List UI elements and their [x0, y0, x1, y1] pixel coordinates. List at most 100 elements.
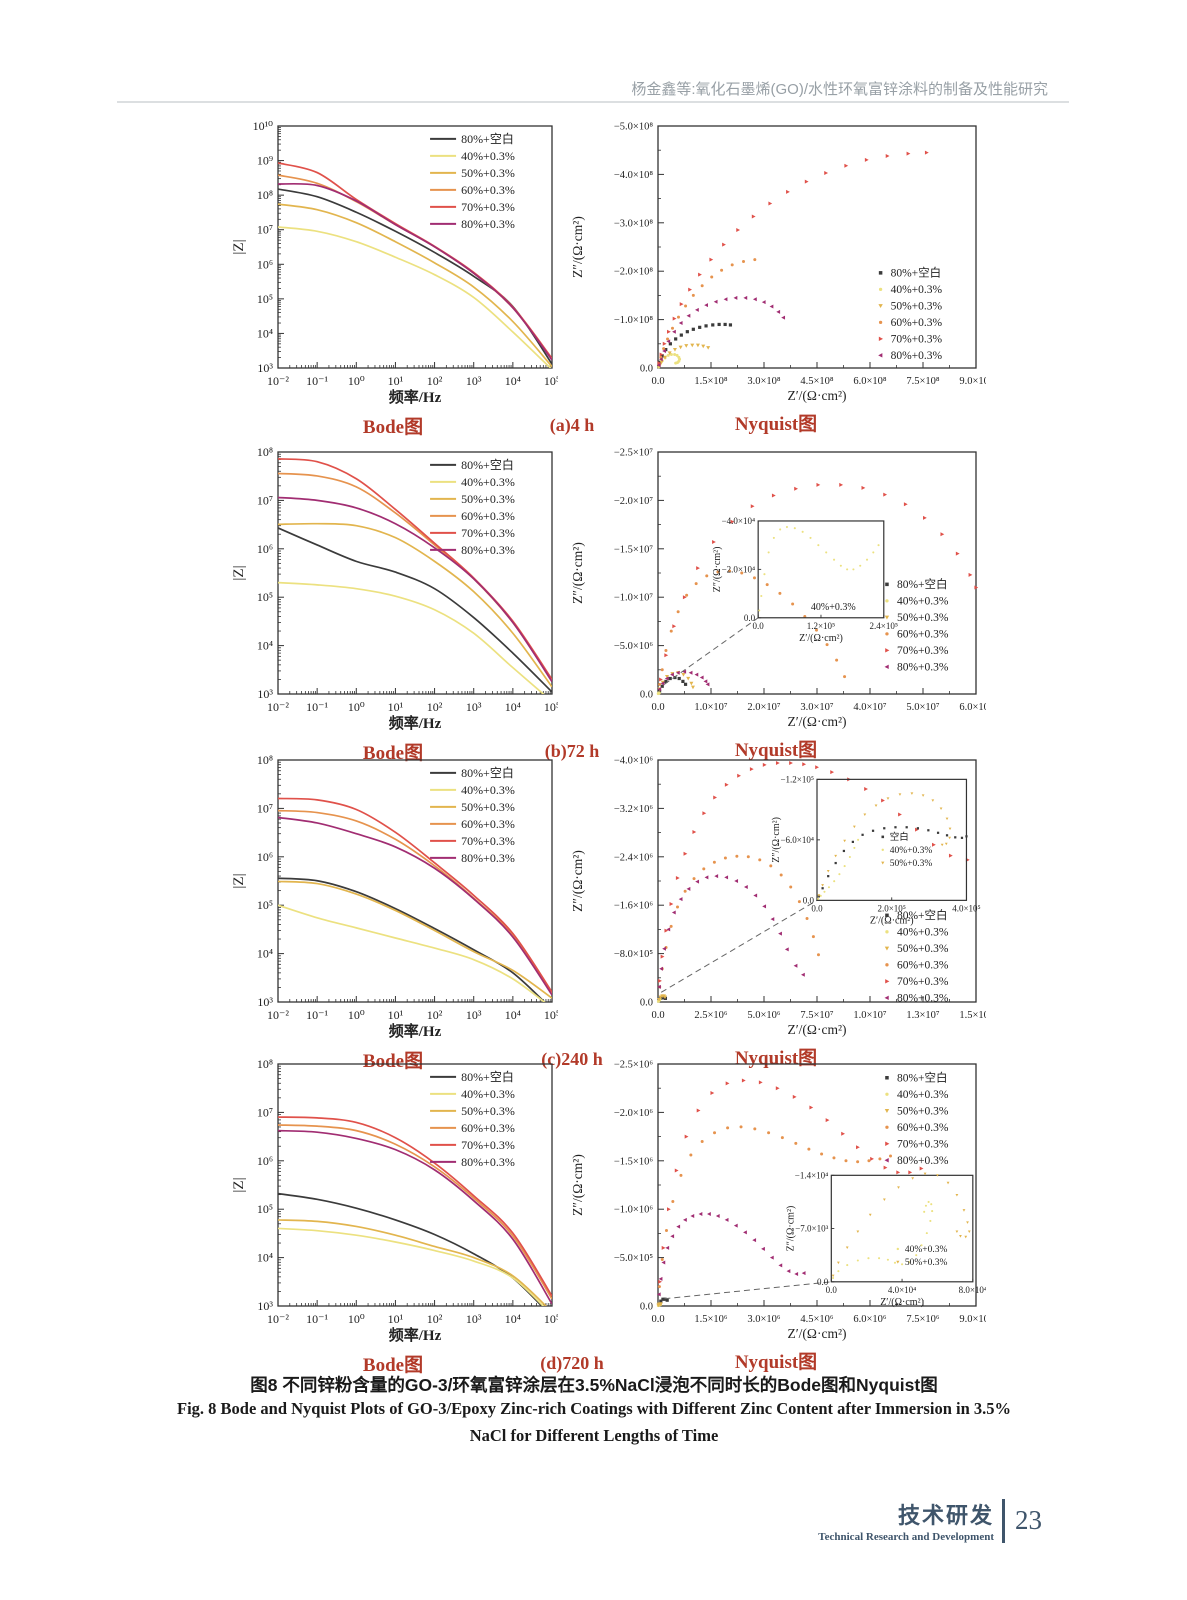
header-rule: [117, 101, 1069, 103]
svg-text:10²: 10²: [427, 374, 443, 388]
bode-caption-b: Bode图: [362, 743, 424, 764]
svg-text:−7.0×10³: −7.0×10³: [795, 1224, 828, 1234]
svg-text:−2.0×10⁴: −2.0×10⁴: [722, 564, 756, 574]
svg-text:80%+空白: 80%+空白: [461, 457, 514, 472]
svg-text:60%+0.3%: 60%+0.3%: [461, 817, 515, 831]
svg-text:50%+0.3%: 50%+0.3%: [461, 1104, 515, 1118]
svg-text:10⁸: 10⁸: [257, 445, 273, 459]
svg-text:−2.0×10⁶: −2.0×10⁶: [614, 1108, 653, 1119]
svg-text:10⁻¹: 10⁻¹: [306, 1312, 328, 1326]
row-label-d: (d)720 h: [540, 1353, 604, 1373]
svg-text:−1.0×10⁶: −1.0×10⁶: [614, 1205, 653, 1216]
svg-text:10⁴: 10⁴: [257, 1251, 273, 1265]
svg-text:10⁵: 10⁵: [544, 374, 558, 388]
svg-text:1.0×10⁷: 1.0×10⁷: [694, 702, 728, 713]
svg-text:2.0×10⁵: 2.0×10⁵: [877, 903, 905, 913]
svg-text:10⁻²: 10⁻²: [267, 374, 289, 388]
nyquist-caption-b: Nyquist图: [734, 740, 818, 761]
svg-text:−1.6×10⁶: −1.6×10⁶: [614, 901, 653, 912]
svg-text:10¹⁰: 10¹⁰: [253, 119, 274, 133]
svg-text:1.2×10⁵: 1.2×10⁵: [807, 621, 835, 631]
svg-text:−1.0×10⁸: −1.0×10⁸: [614, 315, 653, 326]
page-number: 23: [1015, 1505, 1042, 1535]
svg-text:70%+0.3%: 70%+0.3%: [897, 1138, 949, 1150]
svg-text:−1.5×10⁷: −1.5×10⁷: [614, 544, 653, 555]
header-title: 杨金鑫等:氧化石墨烯(GO)/水性环氧富锌涂料的制备及性能研究: [631, 81, 1048, 98]
figure-caption-en-line2: NaCl for Different Lengths of Time: [469, 1426, 719, 1445]
svg-text:10³: 10³: [466, 374, 482, 388]
svg-text:10⁴: 10⁴: [505, 1312, 521, 1326]
svg-text:10⁻²: 10⁻²: [267, 1008, 289, 1022]
bode-caption-d: Bode图: [362, 1355, 424, 1376]
svg-text:50%+0.3%: 50%+0.3%: [890, 859, 933, 869]
svg-text:40%+0.3%: 40%+0.3%: [897, 595, 949, 607]
row-label-a: (a)4 h: [549, 415, 595, 435]
svg-text:10⁵: 10⁵: [544, 700, 558, 714]
svg-text:Z″/(Ω·cm²): Z″/(Ω·cm²): [570, 1154, 585, 1216]
svg-text:40%+0.3%: 40%+0.3%: [461, 475, 515, 489]
figure-row-c: 10⁻² 10⁻¹ 10⁰ 10¹ 10² 10³ 10⁴ 10⁵ 10³ 10⁴ 10⁵ 10⁶ 10…: [0, 752, 1187, 1082]
svg-text:−2.4×10⁶: −2.4×10⁶: [614, 852, 653, 863]
svg-text:10⁷: 10⁷: [257, 1105, 273, 1119]
svg-text:−4.0×10⁶: −4.0×10⁶: [614, 756, 653, 767]
nyquist-chart-a: 0.0 1.5×10⁸ 3.0×10⁸ 4.5×10⁸ 6.0×10⁸ 7.5×10⁸ 9.…: [570, 122, 986, 404]
svg-text:60%+0.3%: 60%+0.3%: [897, 1122, 949, 1134]
svg-text:10²: 10²: [427, 700, 443, 714]
svg-text:|Z|: |Z|: [231, 565, 247, 580]
svg-text:3.0×10⁷: 3.0×10⁷: [800, 702, 834, 713]
svg-text:50%+0.3%: 50%+0.3%: [461, 166, 515, 180]
svg-text:9.0×10⁶: 9.0×10⁶: [959, 1314, 986, 1325]
svg-text:8.0×10⁴: 8.0×10⁴: [959, 1285, 986, 1295]
svg-text:10⁴: 10⁴: [257, 326, 273, 340]
svg-text:10¹: 10¹: [388, 1312, 404, 1326]
svg-text:70%+0.3%: 70%+0.3%: [891, 333, 943, 345]
svg-text:80%+0.3%: 80%+0.3%: [461, 1155, 515, 1169]
svg-text:10⁻²: 10⁻²: [267, 1312, 289, 1326]
svg-text:0.0: 0.0: [826, 1285, 838, 1295]
svg-text:−3.2×10⁶: −3.2×10⁶: [614, 804, 653, 815]
bode-chart-a: 10⁻² 10⁻¹ 10⁰ 10¹ 10² 10³ 10⁴ 10⁵ 10³ 10⁴ 10⁵ 10⁶ 10…: [231, 119, 558, 406]
svg-text:4.0×10⁴: 4.0×10⁴: [888, 1285, 916, 1295]
svg-text:0.0: 0.0: [811, 903, 823, 913]
svg-text:Z′/(Ω·cm²): Z′/(Ω·cm²): [799, 633, 843, 644]
svg-text:10⁸: 10⁸: [257, 753, 273, 767]
svg-text:40%+0.3%: 40%+0.3%: [811, 602, 856, 613]
svg-text:9.0×10⁸: 9.0×10⁸: [959, 376, 986, 387]
svg-text:10⁸: 10⁸: [257, 188, 273, 202]
svg-text:−1.5×10⁶: −1.5×10⁶: [614, 1156, 653, 1167]
svg-text:40%+0.3%: 40%+0.3%: [897, 926, 949, 938]
svg-text:−1.2×10⁵: −1.2×10⁵: [780, 774, 814, 784]
bode-chart-b: 10⁻² 10⁻¹ 10⁰ 10¹ 10² 10³ 10⁴ 10⁵ 10³ 10⁴ 10⁵ 10⁶ 10…: [231, 445, 558, 732]
svg-text:40%+0.3%: 40%+0.3%: [897, 1089, 949, 1101]
svg-text:0.0: 0.0: [651, 376, 664, 387]
nyquist-chart-b: 0.0 1.0×10⁷ 2.0×10⁷ 3.0×10⁷ 4.0×10⁷ 5.0×10⁷ 6.…: [570, 448, 986, 730]
svg-text:频率/Hz: 频率/Hz: [389, 1326, 442, 1344]
svg-text:60%+0.3%: 60%+0.3%: [461, 1121, 515, 1135]
svg-text:−5.0×10⁵: −5.0×10⁵: [614, 1253, 653, 1264]
svg-text:−1.4×10⁴: −1.4×10⁴: [795, 1170, 829, 1180]
bode-caption-c: Bode图: [362, 1051, 424, 1072]
svg-text:10⁰: 10⁰: [348, 700, 365, 714]
svg-text:−2.0×10⁷: −2.0×10⁷: [614, 496, 653, 507]
svg-text:10³: 10³: [466, 700, 482, 714]
footer: 技术研发 Technical Research and Development …: [0, 1498, 1042, 1543]
svg-text:10⁰: 10⁰: [348, 374, 365, 388]
svg-text:|Z|: |Z|: [231, 1177, 247, 1192]
svg-text:60%+0.3%: 60%+0.3%: [461, 183, 515, 197]
svg-text:7.5×10⁷: 7.5×10⁷: [800, 1010, 834, 1021]
row-label-b: (b)72 h: [544, 741, 600, 761]
nyquist-chart-c: 0.0 2.5×10⁶ 5.0×10⁶ 7.5×10⁷ 1.0×10⁷ 1.3×10⁷ 1.…: [570, 756, 986, 1038]
svg-text:80%+空白: 80%+空白: [461, 765, 514, 780]
svg-text:70%+0.3%: 70%+0.3%: [897, 645, 949, 657]
svg-text:Z′/(Ω·cm²): Z′/(Ω·cm²): [787, 1022, 846, 1037]
svg-text:50%+0.3%: 50%+0.3%: [461, 800, 515, 814]
nyquist-chart-d: 0.0 1.5×10⁶ 3.0×10⁶ 4.5×10⁶ 6.0×10⁶ 7.5×10⁶ 9.…: [570, 1060, 986, 1342]
svg-text:0.0: 0.0: [651, 1314, 664, 1325]
svg-text:6.0×10⁶: 6.0×10⁶: [853, 1314, 887, 1325]
svg-text:50%+0.3%: 50%+0.3%: [891, 300, 943, 312]
svg-text:−4.0×10⁴: −4.0×10⁴: [722, 516, 756, 526]
svg-text:70%+0.3%: 70%+0.3%: [461, 526, 515, 540]
figure-row-a: 10⁻² 10⁻¹ 10⁰ 10¹ 10² 10³ 10⁴ 10⁵ 10³ 10⁴ 10⁵ 10⁶ 10…: [0, 118, 1187, 448]
svg-text:0.0: 0.0: [817, 1277, 829, 1287]
